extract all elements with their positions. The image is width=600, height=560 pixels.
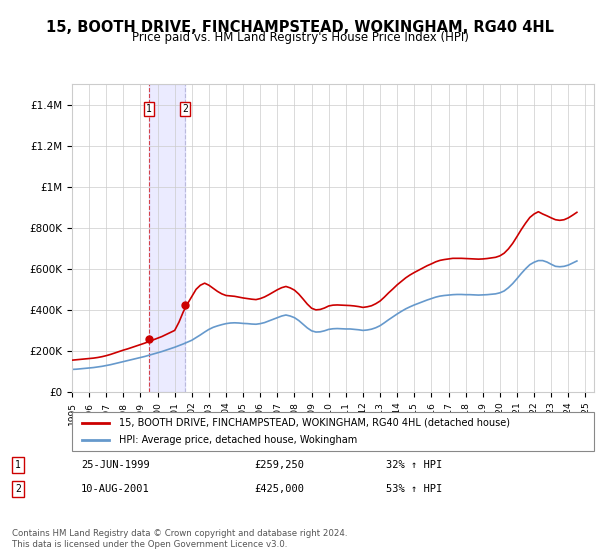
FancyBboxPatch shape — [72, 412, 594, 451]
Text: 2: 2 — [15, 484, 20, 494]
Text: 1: 1 — [15, 460, 20, 470]
Text: 25-JUN-1999: 25-JUN-1999 — [81, 460, 150, 470]
Text: 15, BOOTH DRIVE, FINCHAMPSTEAD, WOKINGHAM, RG40 4HL (detached house): 15, BOOTH DRIVE, FINCHAMPSTEAD, WOKINGHA… — [119, 418, 510, 428]
Text: £259,250: £259,250 — [254, 460, 304, 470]
Text: HPI: Average price, detached house, Wokingham: HPI: Average price, detached house, Woki… — [119, 435, 357, 445]
Text: £425,000: £425,000 — [254, 484, 304, 494]
Text: 32% ↑ HPI: 32% ↑ HPI — [386, 460, 443, 470]
Text: 1: 1 — [146, 104, 152, 114]
Bar — [149, 84, 185, 392]
Text: 10-AUG-2001: 10-AUG-2001 — [81, 484, 150, 494]
Text: Contains HM Land Registry data © Crown copyright and database right 2024.
This d: Contains HM Land Registry data © Crown c… — [12, 529, 347, 549]
Text: Price paid vs. HM Land Registry's House Price Index (HPI): Price paid vs. HM Land Registry's House … — [131, 31, 469, 44]
Text: 2: 2 — [182, 104, 188, 114]
Text: 15, BOOTH DRIVE, FINCHAMPSTEAD, WOKINGHAM, RG40 4HL: 15, BOOTH DRIVE, FINCHAMPSTEAD, WOKINGHA… — [46, 20, 554, 35]
Text: 53% ↑ HPI: 53% ↑ HPI — [386, 484, 443, 494]
